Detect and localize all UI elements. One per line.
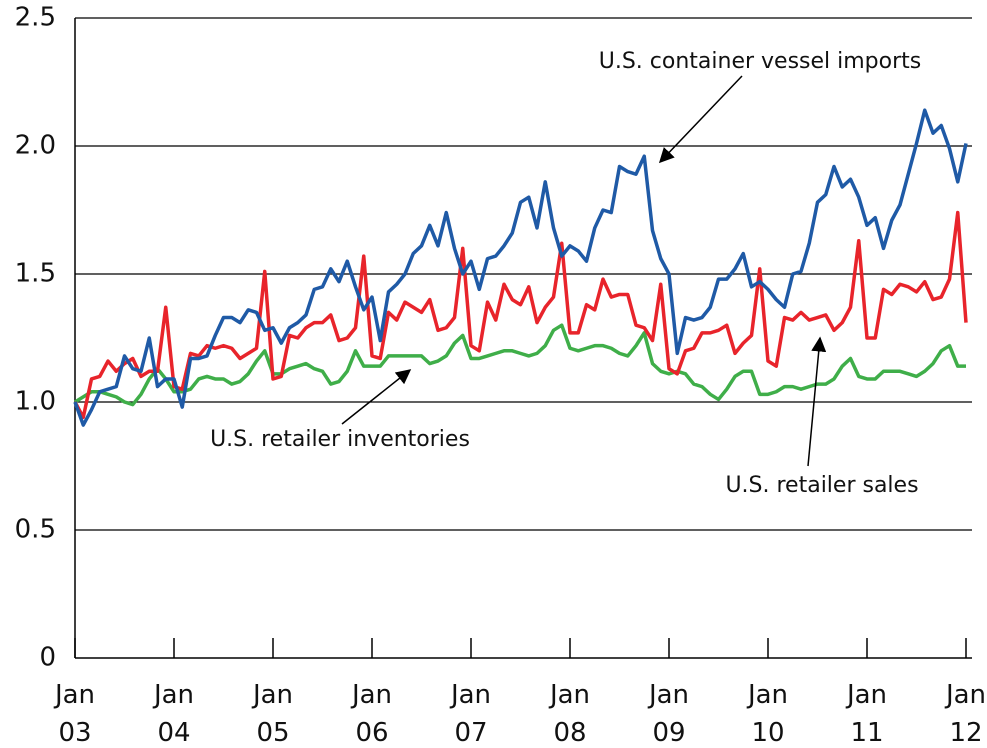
series-line <box>73 210 968 420</box>
x-tick-label: Jan 09 <box>648 680 690 748</box>
annotation-arrow <box>658 75 743 164</box>
series-label: U.S. retailer inventories <box>210 427 470 452</box>
x-tick-label: Jan 10 <box>747 680 789 748</box>
y-tick-label: 0 <box>39 643 56 673</box>
y-tick-label: 2.0 <box>15 131 56 161</box>
y-tick-label: 1.5 <box>15 259 56 289</box>
y-tick-label: 2.5 <box>15 3 56 33</box>
y-tick-label: 0.5 <box>15 515 56 545</box>
x-tick-label: Jan 07 <box>450 680 492 748</box>
y-tick-label: 1.0 <box>15 387 56 417</box>
series-line <box>74 323 966 407</box>
x-tick-label: Jan 11 <box>846 680 888 748</box>
x-tick-label: Jan 05 <box>252 680 294 748</box>
x-tick-label: Jan 03 <box>54 680 96 748</box>
series-line <box>73 108 968 427</box>
annotation-arrow <box>807 336 827 467</box>
x-tick-label: Jan 08 <box>549 680 591 748</box>
series-label: U.S. container vessel imports <box>599 49 922 74</box>
x-tick-label: Jan 12 <box>945 680 987 748</box>
x-tick-label: Jan 04 <box>153 680 195 748</box>
annotation-arrow <box>341 369 412 425</box>
series-label: U.S. retailer sales <box>725 473 918 498</box>
x-tick-label: Jan 06 <box>351 680 393 748</box>
